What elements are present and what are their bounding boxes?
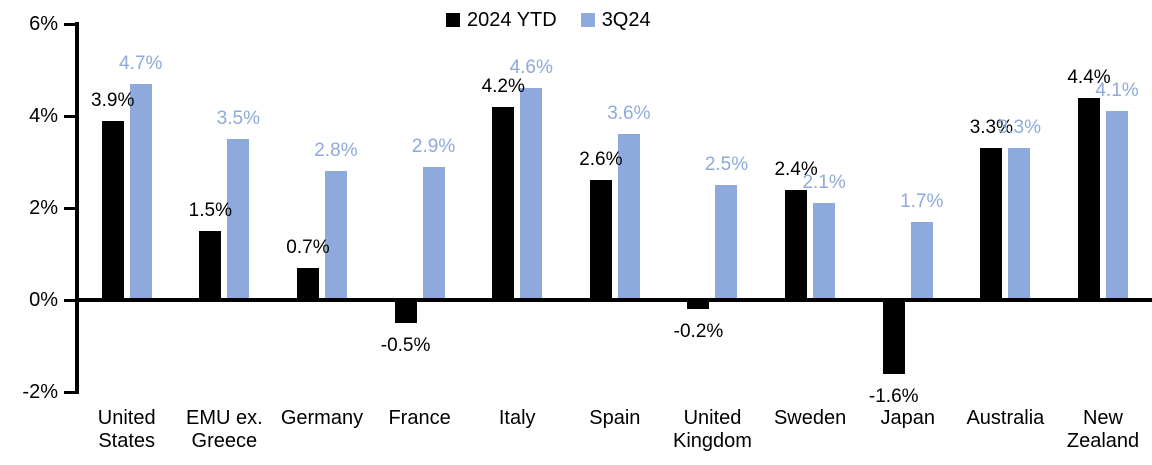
bar-2024-ytd-japan — [882, 300, 905, 374]
legend-label-3q24: 3Q24 — [601, 9, 651, 31]
bar-3q24-japan — [910, 221, 933, 300]
data-label-2024-ytd-united-kingdom: -0.2% — [673, 321, 724, 343]
bar-3q24-united-states — [129, 83, 152, 300]
legend-swatch-2024-ytd — [446, 13, 460, 27]
y-axis-label-0: 0% — [29, 289, 58, 311]
bar-2024-ytd-australia — [980, 148, 1003, 300]
data-label-3q24-new-zealand: 4.1% — [1095, 80, 1139, 102]
bar-3q24-spain — [617, 134, 640, 300]
bar-3q24-emu-ex-greece — [227, 139, 250, 300]
legend-swatch-3q24 — [580, 13, 595, 27]
x-axis-label-united-kingdom: United Kingdom — [673, 407, 752, 452]
data-label-2024-ytd-spain: 2.6% — [579, 149, 623, 171]
x-axis-label-united-states: United States — [97, 407, 156, 452]
bar-2024-ytd-new-zealand — [1078, 97, 1100, 300]
y-axis-label-2: -2% — [22, 381, 58, 403]
data-label-3q24-united-kingdom: 2.5% — [704, 154, 749, 175]
y-axis-label-2: 2% — [29, 197, 58, 219]
x-axis-label-emu-ex-greece: EMU ex. Greece — [185, 407, 263, 452]
y-axis-tick-4 — [64, 114, 76, 118]
data-label-2024-ytd-new-zealand: 4.4% — [1067, 66, 1111, 88]
bar-2024-ytd-germany — [296, 267, 319, 300]
x-axis-label-australia: Australia — [966, 407, 1045, 429]
legend-item-2024-ytd: 2024 YTD — [446, 8, 557, 32]
data-label-3q24-italy: 4.6% — [509, 57, 553, 79]
bar-3q24-new-zealand — [1106, 111, 1128, 300]
bar-2024-ytd-united-kingdom — [687, 300, 710, 310]
x-axis-label-new-zealand: New Zealand — [1066, 407, 1140, 452]
data-label-2024-ytd-japan: -1.6% — [868, 385, 919, 407]
data-label-2024-ytd-france: -0.5% — [380, 335, 431, 356]
data-label-3q24-emu-ex-greece: 3.5% — [216, 108, 260, 129]
data-label-2024-ytd-italy: 4.2% — [481, 75, 525, 97]
data-label-3q24-sweden: 2.1% — [802, 172, 846, 194]
x-axis-label-germany: Germany — [280, 407, 364, 429]
bar-2024-ytd-united-states — [101, 120, 124, 300]
x-axis-label-sweden: Sweden — [773, 407, 847, 429]
legend-label-2024-ytd: 2024 YTD — [467, 9, 557, 31]
y-axis-tick-2 — [64, 206, 76, 210]
bar-3q24-germany — [324, 171, 347, 300]
x-axis-label-italy: Italy — [498, 407, 536, 429]
bar-3q24-united-kingdom — [715, 185, 738, 300]
bar-3q24-france — [422, 166, 445, 300]
data-label-3q24-united-states: 4.7% — [119, 52, 163, 74]
data-label-3q24-japan: 1.7% — [900, 190, 944, 212]
chart-legend: 2024 YTD 3Q24 — [446, 8, 651, 32]
data-label-2024-ytd-emu-ex-greece: 1.5% — [188, 200, 232, 221]
y-axis-label-6: 6% — [29, 13, 58, 35]
data-label-2024-ytd-sweden: 2.4% — [774, 158, 818, 180]
data-label-2024-ytd-united-states: 3.9% — [91, 89, 135, 111]
bar-2024-ytd-sweden — [785, 189, 808, 300]
bar-2024-ytd-italy — [492, 106, 515, 300]
data-label-3q24-germany: 2.8% — [314, 140, 358, 162]
x-axis-label-japan: Japan — [880, 407, 935, 429]
y-axis-tick-0 — [64, 298, 76, 302]
bar-2024-ytd-spain — [589, 180, 612, 300]
x-axis-label-france: France — [388, 407, 451, 429]
y-axis-tick-6 — [64, 22, 76, 26]
data-label-3q24-spain: 3.6% — [607, 103, 651, 125]
data-label-2024-ytd-australia: 3.3% — [969, 117, 1014, 139]
data-label-3q24-australia: 3.3% — [997, 117, 1042, 139]
y-axis-label-4: 4% — [29, 105, 58, 127]
bar-3q24-italy — [520, 88, 543, 300]
x-axis-label-spain: Spain — [589, 407, 641, 429]
data-label-3q24-france: 2.9% — [411, 135, 456, 157]
x-axis-zero-line — [75, 298, 1152, 302]
bar-2024-ytd-france — [394, 300, 417, 323]
data-label-2024-ytd-germany: 0.7% — [286, 236, 330, 258]
y-axis-tick-2 — [64, 390, 76, 394]
bar-2024-ytd-emu-ex-greece — [199, 231, 222, 300]
bar-3q24-sweden — [813, 203, 836, 300]
y-axis-line — [75, 22, 79, 394]
bar-3q24-australia — [1008, 148, 1031, 300]
legend-item-3q24: 3Q24 — [580, 8, 651, 32]
